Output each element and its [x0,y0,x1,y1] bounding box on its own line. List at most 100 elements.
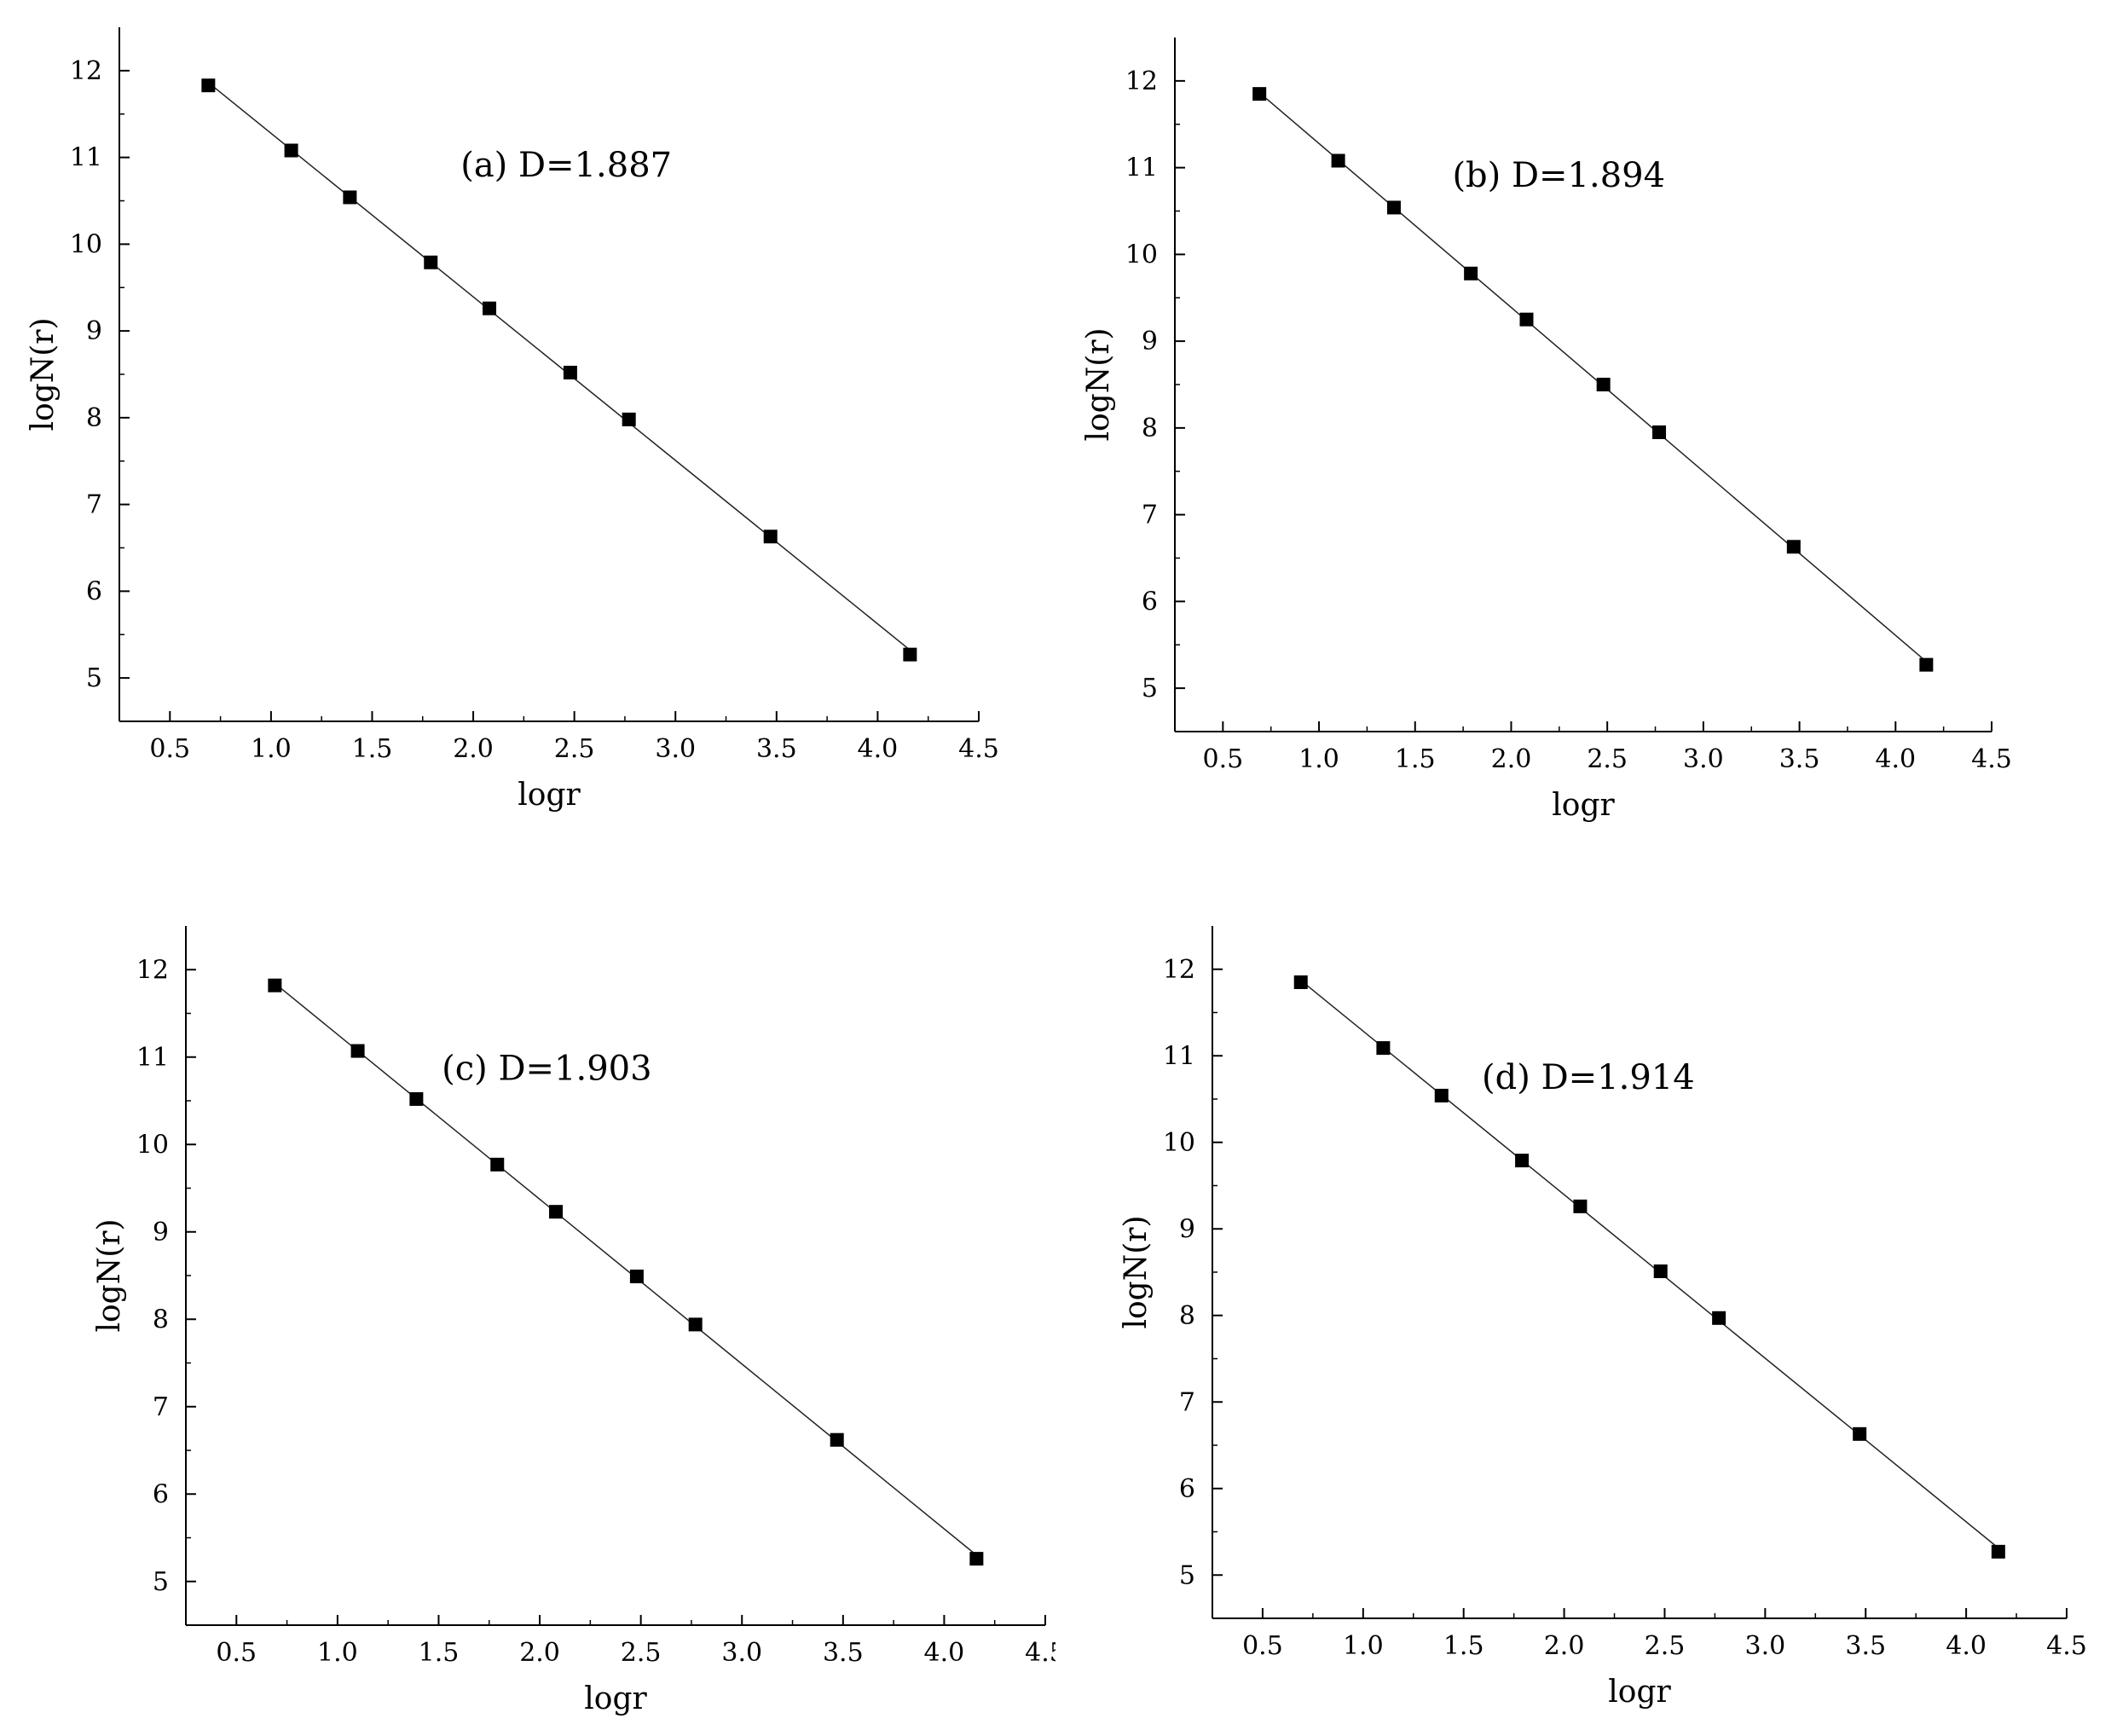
data-point-d [1376,1041,1391,1056]
y-tick-label-a: 7 [86,490,102,520]
fit-line-c [274,982,977,1556]
x-axis-label-d: logr [1608,1675,1671,1710]
y-tick-label-c: 7 [153,1392,169,1422]
y-tick-label-b: 10 [1125,240,1158,269]
y-tick-label-a: 12 [70,56,102,86]
annotation-c: (c) D=1.903 [442,1049,651,1088]
x-tick-label-b: 2.0 [1491,744,1532,774]
x-tick-label-b: 3.5 [1779,744,1820,774]
y-tick-label-a: 10 [70,229,102,259]
y-axis-label-d: logN(r) [1119,1215,1154,1328]
x-tick-label-b: 3.0 [1683,744,1724,774]
fit-line-b [1258,92,1927,663]
fit-line-a [207,82,911,651]
x-tick-label-a: 2.5 [554,734,595,764]
y-tick-label-b: 11 [1125,153,1158,183]
x-tick-label-a: 2.0 [453,734,494,764]
x-tick-label-c: 4.0 [924,1638,965,1668]
y-tick-label-d: 5 [1179,1560,1195,1590]
x-tick-label-a: 1.0 [251,734,292,764]
y-tick-label-c: 10 [136,1130,169,1160]
x-tick-label-b: 1.5 [1395,744,1436,774]
x-tick-label-b: 4.0 [1875,744,1916,774]
x-tick-label-c: 0.5 [216,1638,257,1668]
annotation-d: (d) D=1.914 [1482,1058,1695,1097]
x-tick-label-c: 1.0 [317,1638,358,1668]
data-point-a [903,647,917,662]
y-tick-label-c: 9 [153,1218,169,1247]
data-point-c [969,1552,984,1566]
annotation-b: (b) D=1.894 [1452,156,1665,195]
data-point-d [1293,975,1308,989]
x-axis-label-b: logr [1552,788,1615,823]
y-tick-label-a: 9 [86,316,102,346]
x-tick-label-c: 2.5 [621,1638,662,1668]
annotation-a: (a) D=1.887 [460,146,672,185]
x-tick-label-b: 0.5 [1202,744,1243,774]
data-point-a [284,143,298,158]
x-tick-label-c: 3.5 [823,1638,864,1668]
x-tick-label-d: 3.5 [1845,1631,1886,1661]
y-tick-label-c: 12 [136,955,169,985]
x-tick-label-d: 0.5 [1242,1631,1283,1661]
x-tick-label-c: 1.5 [419,1638,460,1668]
data-point-b [1596,378,1611,391]
data-point-d [1434,1088,1449,1102]
y-tick-label-d: 12 [1163,955,1195,985]
data-point-d [1853,1426,1867,1441]
y-tick-label-c: 8 [153,1305,169,1334]
data-point-b [1252,87,1267,101]
data-point-b [1331,153,1345,168]
y-tick-label-c: 5 [153,1567,169,1597]
y-axis-label-c: logN(r) [92,1218,127,1332]
x-tick-label-c: 2.0 [519,1638,560,1668]
data-point-a [201,78,216,93]
data-point-c [830,1432,844,1447]
y-tick-label-a: 8 [86,403,102,433]
data-point-a [563,365,577,379]
x-tick-label-a: 4.5 [958,734,999,764]
x-tick-label-c: 3.0 [721,1638,762,1668]
x-axis-label-a: logr [518,778,581,813]
panel-a: 0.5 1.0 1.5 2.0 2.5 3.0 3.5 4.0 4.5 5 6 7 8 9 10 11 12 lo… [26,27,999,813]
data-point-d [1712,1311,1726,1325]
data-point-b [1652,425,1667,439]
data-point-a [763,529,778,544]
x-tick-label-d: 4.5 [2046,1631,2087,1661]
x-tick-label-d: 4.0 [1946,1631,1987,1661]
panel-d: 0.5 1.0 1.5 2.0 2.5 3.0 3.5 4.0 4.5 5 6 7 8 9 10 11 12 lo… [1119,926,2087,1710]
data-point-b [1386,200,1401,215]
x-tick-label-a: 3.0 [655,734,696,764]
y-tick-label-d: 9 [1179,1214,1195,1244]
data-point-d [1515,1154,1530,1168]
y-axis-label-b: logN(r) [1081,327,1116,441]
x-tick-label-b: 2.5 [1587,744,1628,774]
y-tick-label-d: 7 [1179,1387,1195,1417]
data-point-c [549,1205,564,1219]
data-point-d [1653,1264,1668,1278]
y-tick-label-b: 7 [1142,501,1158,530]
data-point-d [1573,1199,1588,1213]
y-tick-label-a: 5 [86,663,102,693]
panel-b: 0.5 1.0 1.5 2.0 2.5 3.0 3.5 4.0 4.5 5 6 7 8 9 10 11 12 lo… [1081,38,2012,823]
data-point-a [483,301,497,315]
x-axis-label-c: logr [584,1681,647,1716]
data-point-a [424,255,438,269]
x-tick-label-d: 2.5 [1645,1631,1686,1661]
data-point-b [1786,540,1801,554]
data-point-a [343,190,357,205]
y-tick-label-c: 6 [153,1479,169,1509]
x-tick-label-d: 3.0 [1744,1631,1785,1661]
y-tick-label-d: 8 [1179,1301,1195,1331]
data-point-c [268,978,282,992]
y-tick-label-b: 8 [1142,414,1158,443]
y-tick-label-c: 11 [136,1043,169,1073]
data-point-c [490,1157,505,1172]
data-point-c [688,1317,703,1332]
data-point-c [350,1044,365,1058]
data-point-d [1991,1544,2005,1559]
y-tick-label-d: 6 [1179,1474,1195,1504]
x-tick-label-d: 2.0 [1544,1631,1585,1661]
y-axis-label-a: logN(r) [26,317,61,431]
